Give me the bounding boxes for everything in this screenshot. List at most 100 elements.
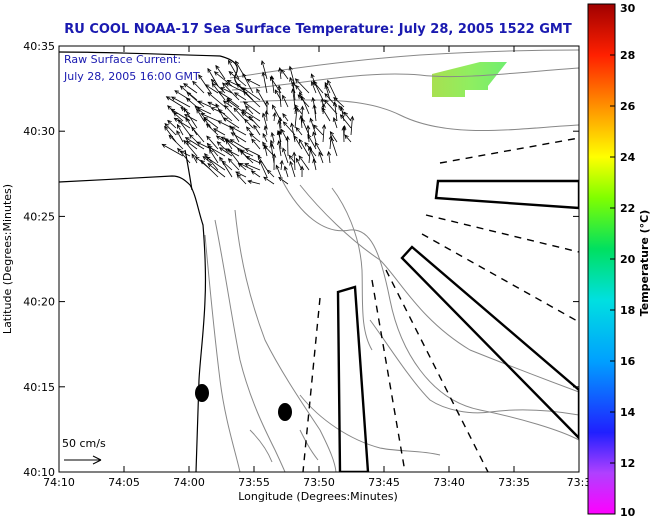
- current-vector: [218, 147, 233, 157]
- map-area: Raw Surface Current: July 28, 2005 16:00…: [59, 49, 579, 472]
- current-vector: [292, 151, 297, 171]
- x-tick-label: 73:55: [238, 476, 270, 489]
- current-vector: [220, 87, 233, 94]
- current-vector: [332, 116, 338, 129]
- current-vector: [261, 112, 268, 129]
- current-vector: [224, 104, 240, 122]
- x-axis-label: Longitude (Degrees:Minutes): [238, 490, 398, 503]
- current-vector: [341, 125, 346, 143]
- current-vector: [233, 92, 247, 101]
- colorbar-tick-label: 24: [620, 151, 636, 164]
- current-vector: [176, 123, 184, 136]
- current-vector: [295, 126, 303, 136]
- current-vector: [246, 78, 261, 87]
- x-tick-label: 73:45: [368, 476, 400, 489]
- current-vector: [200, 113, 219, 122]
- current-vector: [227, 148, 240, 164]
- box-diagonal: [400, 245, 579, 440]
- current-vector: [215, 103, 226, 122]
- current-vector: [217, 120, 233, 129]
- current-vector: [183, 114, 198, 122]
- current-vector: [192, 80, 205, 94]
- current-vector: [230, 126, 247, 136]
- current-vector: [343, 111, 352, 122]
- x-tick-label: 73:3: [567, 476, 592, 489]
- current-vector: [298, 155, 310, 171]
- current-vector: [227, 158, 240, 171]
- current-vector: [264, 110, 269, 122]
- current-vector: [183, 139, 198, 157]
- y-axis-label: Latitude (Degrees:Minutes): [1, 184, 14, 334]
- current-vector: [321, 124, 327, 143]
- current-vector: [298, 138, 310, 157]
- y-axis: 40:35 40:30 40:25 40:20 40:15 40:10: [23, 40, 579, 479]
- current-vector: [185, 117, 198, 136]
- plot-frame: [58, 45, 580, 473]
- colorbar-ticks: 30 28 26 24 22 20 18 16 14 12 10: [610, 2, 636, 518]
- current-vector: [177, 119, 191, 136]
- current-vector: [277, 130, 282, 150]
- current-vector: [312, 131, 317, 143]
- current-vector: [204, 84, 219, 94]
- current-vector: [260, 60, 268, 80]
- station-marker-1: [195, 384, 209, 402]
- current-vector: [200, 159, 219, 178]
- colorbar-tick-label: 16: [620, 355, 636, 368]
- current-vector: [288, 154, 296, 164]
- current-vector: [282, 94, 289, 108]
- current-vector: [215, 135, 226, 143]
- current-vector: [301, 117, 310, 136]
- dashed-lines: [302, 137, 579, 472]
- current-vector: [332, 101, 338, 122]
- current-vector: [248, 115, 261, 129]
- current-vector: [206, 135, 219, 150]
- current-vector: [196, 108, 205, 122]
- current-vector: [280, 69, 289, 80]
- current-vector: [236, 173, 247, 185]
- current-vector: [242, 101, 261, 115]
- current-vector: [205, 123, 219, 136]
- current-vector: [313, 80, 324, 101]
- x-tick-label: 74:10: [43, 476, 75, 489]
- current-vector: [309, 117, 317, 136]
- current-vector: [244, 118, 254, 129]
- y-tick-label: 40:25: [23, 210, 55, 223]
- current-vector: [226, 99, 247, 115]
- current-vector: [272, 153, 277, 171]
- colorbar-tick-label: 26: [620, 100, 636, 113]
- current-vector: [173, 112, 184, 122]
- x-tick-label: 73:40: [433, 476, 465, 489]
- current-vector: [244, 163, 261, 171]
- current-vector: [228, 59, 240, 80]
- current-vector: [197, 100, 212, 108]
- current-vector: [173, 117, 191, 129]
- current-vector: [213, 71, 233, 87]
- current-vector: [245, 126, 254, 136]
- current-vector: [262, 132, 268, 143]
- x-tick-label: 73:50: [303, 476, 335, 489]
- current-vector: [324, 99, 338, 115]
- y-tick-label: 40:35: [23, 40, 55, 53]
- current-vector: [244, 105, 254, 115]
- current-vector: [165, 96, 184, 108]
- current-vector: [295, 84, 303, 94]
- current-vector: [350, 115, 355, 136]
- current-vector: [229, 139, 247, 150]
- current-vector: [241, 109, 261, 122]
- current-vector: [269, 142, 275, 164]
- current-vector: [283, 165, 289, 178]
- current-vector: [191, 153, 198, 164]
- current-vector: [306, 124, 311, 143]
- current-vector: [204, 153, 219, 171]
- current-vector: [170, 96, 191, 108]
- current-vector: [266, 169, 275, 178]
- x-axis: 74:10 74:05 74:00 73:55 73:50 73:45 73:40 73:35…: [43, 46, 591, 489]
- current-vector: [270, 139, 275, 150]
- current-vector: [291, 88, 296, 108]
- current-vector: [213, 128, 226, 136]
- current-vector: [263, 176, 275, 185]
- current-vector: [196, 141, 212, 150]
- current-vector: [330, 137, 338, 157]
- current-vector: [301, 95, 310, 115]
- current-vector: [209, 148, 219, 164]
